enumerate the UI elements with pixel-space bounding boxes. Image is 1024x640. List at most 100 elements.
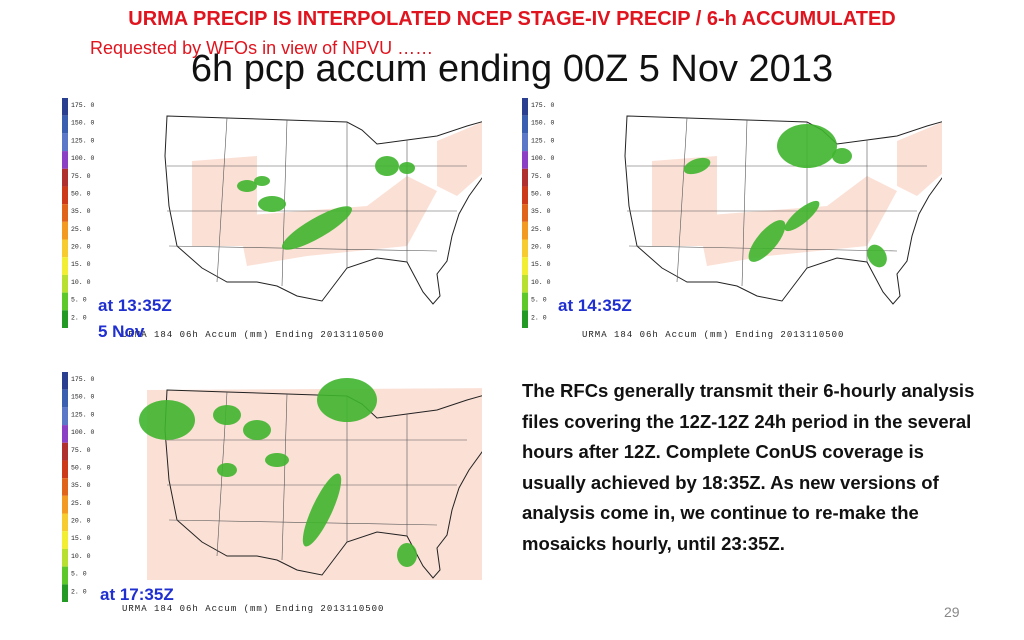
legend-tick-label: 10. 0 <box>71 279 91 286</box>
map-panel-1: 175. 0 150. 0 125. 0 100. 0 75. 0 50. 0 35. 0 2… <box>62 96 482 344</box>
coverage-region <box>437 122 482 196</box>
conus-map <box>139 378 482 580</box>
legend-tick-label: 2. 0 <box>71 314 87 321</box>
legend-tick-label: 5. 0 <box>71 297 87 304</box>
legend-swatch <box>522 257 528 275</box>
legend-tick-label: 35. 0 <box>531 208 551 215</box>
description-text: The RFCs generally transmit their 6-hour… <box>522 380 975 554</box>
legend-tick-label: 20. 0 <box>71 244 91 251</box>
rainfall-area <box>139 400 195 440</box>
legend-tick-label: 50. 0 <box>71 190 91 197</box>
legend-tick-label: 15. 0 <box>71 535 91 542</box>
legend-tick-label: 35. 0 <box>71 208 91 215</box>
legend-tick-label: 100. 0 <box>71 155 95 162</box>
legend-tick-label: 125. 0 <box>531 137 555 144</box>
legend-tick-label: 100. 0 <box>71 429 95 436</box>
rainfall-area <box>282 206 352 250</box>
legend-swatch <box>522 115 528 134</box>
header-line-2: Requested by WFOs in view of NPVU …… <box>90 38 434 58</box>
rainfall-area <box>302 473 342 547</box>
rainfall-area <box>217 463 237 477</box>
legend-swatch <box>62 425 68 443</box>
state-border <box>168 519 438 526</box>
legend-tick-label: 25. 0 <box>71 500 91 507</box>
legend-swatch <box>522 98 528 116</box>
legend-swatch <box>62 460 68 479</box>
timestamp-1: at 13:35Z <box>98 296 172 315</box>
rainfall-area <box>867 244 887 268</box>
coverage-region <box>897 122 942 196</box>
map-figure-3: 175. 0 150. 0 125. 0 100. 0 75. 0 50. 0 35. 0 2… <box>62 372 482 602</box>
legend-tick-label: 175. 0 <box>531 102 555 109</box>
legend-tick-label: 25. 0 <box>531 226 551 233</box>
map-panel-3: 175. 0 150. 0 125. 0 100. 0 75. 0 50. 0 35. 0 2… <box>62 370 482 618</box>
legend-swatch <box>62 292 68 311</box>
map-figure-2: 175. 0 150. 0 125. 0 100. 0 75. 0 50. 0 35. 0 2… <box>522 98 942 328</box>
legend-swatch <box>62 407 68 426</box>
legend-swatch <box>522 310 528 328</box>
legend-swatch <box>62 115 68 134</box>
legend-tick-label: 10. 0 <box>531 279 551 286</box>
legend-tick-label: 5. 0 <box>531 297 547 304</box>
legend-swatch <box>62 389 68 408</box>
rainfall-area <box>237 180 257 192</box>
timestamp-3: at 17:35Z <box>100 585 174 604</box>
rainfall-area <box>399 162 415 174</box>
legend-swatch <box>62 495 68 514</box>
page-number: 29 <box>944 604 960 620</box>
us-outline <box>164 115 482 305</box>
map-caption-2: URMA 184 06h Accum (mm) Ending 201311050… <box>582 330 845 340</box>
map-figure-1: 175. 0 150. 0 125. 0 100. 0 75. 0 50. 0 35. 0 2… <box>62 98 482 328</box>
map-caption-1: URMA 184 06h Accum (mm) Ending 201311050… <box>122 330 385 340</box>
legend-tick-label: 175. 0 <box>71 102 95 109</box>
timestamp-1-date: 5 Nov <box>98 322 145 341</box>
rainfall-area <box>258 196 286 212</box>
legend-swatch <box>522 274 528 293</box>
legend-tick-label: 175. 0 <box>71 376 95 383</box>
state-border <box>281 393 288 561</box>
rainfall-area <box>243 420 271 440</box>
legend-swatch <box>62 98 68 116</box>
legend-swatch <box>62 478 68 496</box>
state-border <box>216 117 228 283</box>
legend-swatch <box>62 513 68 532</box>
legend-swatch <box>62 168 68 187</box>
rainfall-area <box>213 405 241 425</box>
legend-tick-label: 2. 0 <box>531 314 547 321</box>
legend-swatch <box>62 151 68 169</box>
legend-tick-label: 150. 0 <box>71 120 95 127</box>
rainfall-area <box>777 124 837 168</box>
rainfall-area <box>832 148 852 164</box>
rainfall-area <box>748 220 786 262</box>
legend-swatch <box>62 442 68 461</box>
legend-tick-label: 25. 0 <box>71 226 91 233</box>
legend-swatch <box>62 548 68 567</box>
us-outline <box>164 389 482 579</box>
header-line-1: URMA PRECIP IS INTERPOLATED NCEP STAGE-I… <box>128 8 896 30</box>
legend-swatch <box>62 584 68 602</box>
legend-swatch <box>62 257 68 275</box>
legend-swatch <box>62 186 68 205</box>
rainfall-area <box>397 543 417 567</box>
conus-map <box>624 115 942 305</box>
legend-tick-label: 5. 0 <box>71 571 87 578</box>
state-border <box>741 119 748 287</box>
legend-tick-label: 50. 0 <box>531 190 551 197</box>
legend-swatch <box>522 133 528 152</box>
legend-swatch <box>62 372 68 390</box>
rainfall-area <box>784 200 820 232</box>
legend-tick-label: 35. 0 <box>71 482 91 489</box>
legend-swatch <box>522 292 528 311</box>
legend-tick-label: 75. 0 <box>71 447 91 454</box>
legend-tick-label: 15. 0 <box>71 261 91 268</box>
coverage-region <box>147 388 482 580</box>
legend-tick-label: 20. 0 <box>531 244 551 251</box>
map-caption-3: URMA 184 06h Accum (mm) Ending 201311050… <box>122 604 385 614</box>
slide-title: 6h pcp accum ending 00Z 5 Nov 2013 <box>190 48 834 90</box>
legend-swatch <box>62 239 68 258</box>
us-outline <box>624 115 942 305</box>
legend-swatch <box>62 566 68 585</box>
legend-tick-label: 15. 0 <box>531 261 551 268</box>
legend-tick-label: 50. 0 <box>71 464 91 471</box>
legend-swatch <box>62 204 68 222</box>
